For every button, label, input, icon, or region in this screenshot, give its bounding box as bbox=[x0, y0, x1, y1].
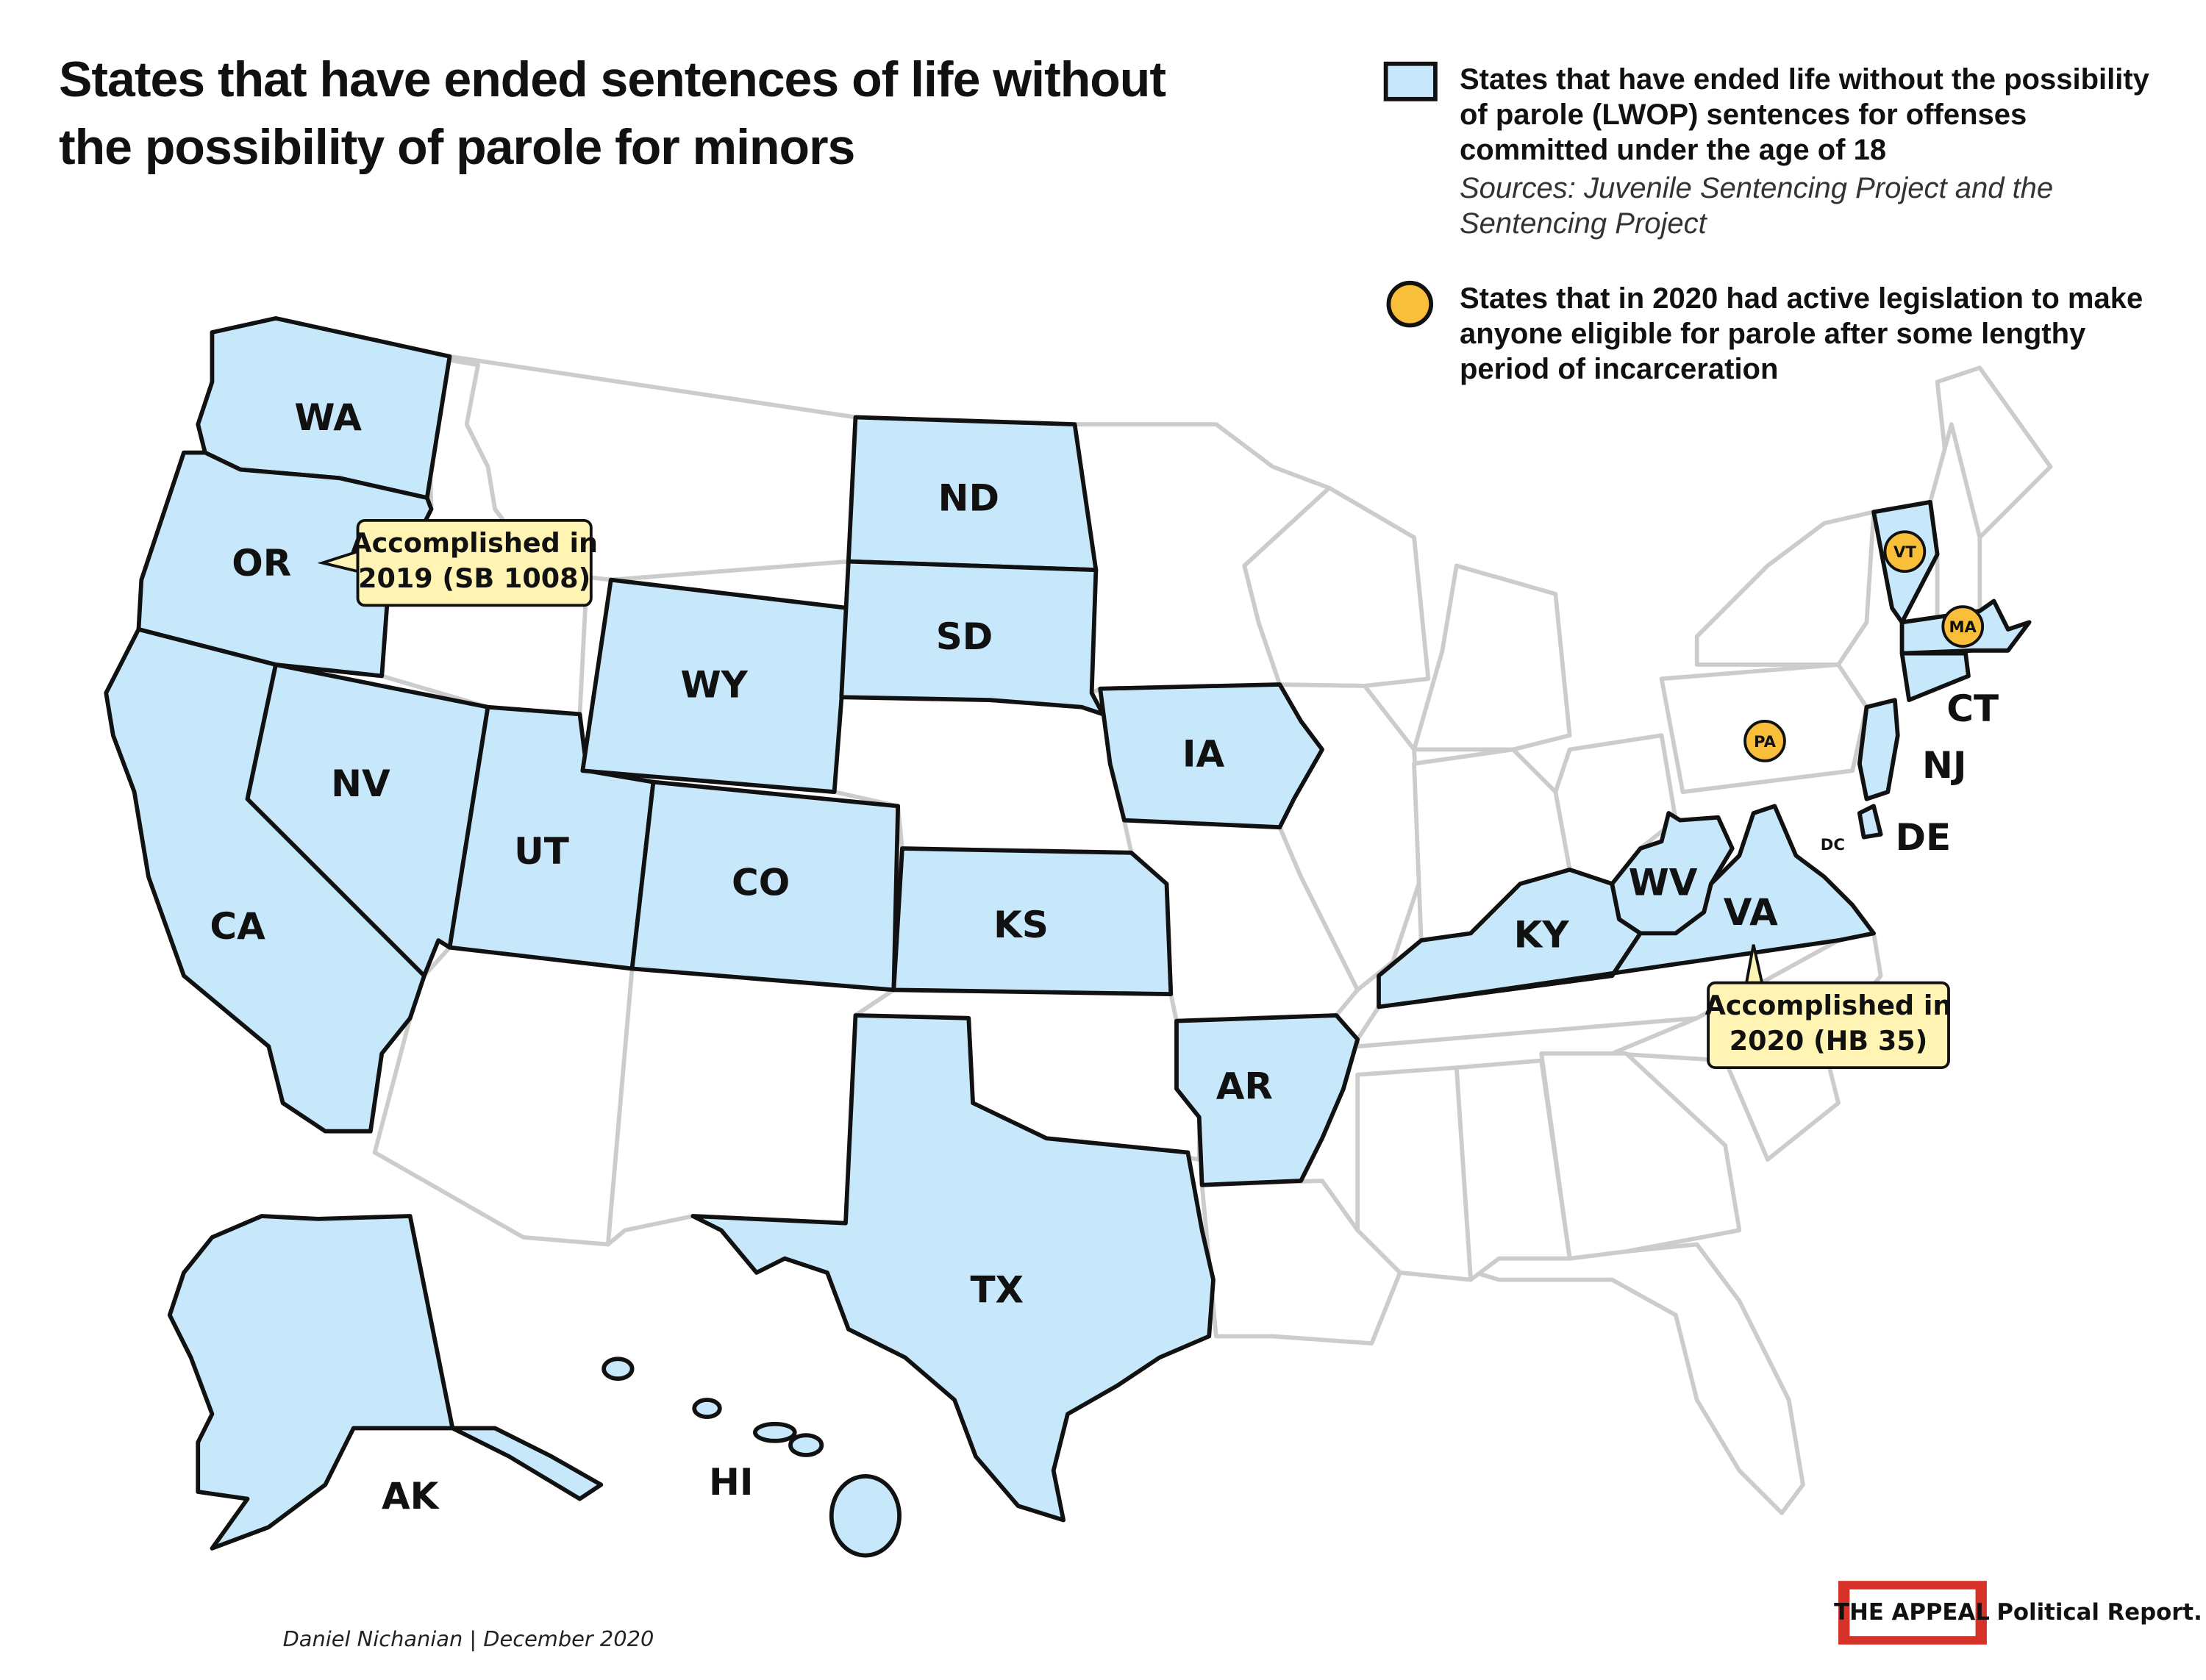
state-label: CA bbox=[210, 905, 265, 948]
highlighted-states bbox=[104, 316, 2032, 1558]
state-label: NJ bbox=[1922, 744, 1966, 787]
other-states bbox=[372, 354, 2053, 1515]
legend-dot bbox=[1386, 280, 1434, 328]
state-label: VA bbox=[1724, 891, 1778, 934]
state-label: WV bbox=[1629, 862, 1698, 904]
state-label: AK bbox=[382, 1475, 440, 1518]
logo-inner bbox=[1849, 1589, 1976, 1637]
state-label: HI bbox=[709, 1461, 753, 1504]
state-label: KY bbox=[1514, 914, 1570, 957]
state-outline bbox=[1412, 563, 1572, 752]
state-shape bbox=[891, 846, 1174, 997]
state-shape bbox=[839, 559, 1105, 717]
state-label: TX bbox=[970, 1268, 1024, 1311]
marker-label: PA bbox=[1754, 732, 1777, 751]
state-shape bbox=[1857, 804, 1883, 840]
legend-swatch bbox=[1383, 61, 1438, 101]
state-label: OR bbox=[232, 542, 291, 585]
state-shape bbox=[1098, 682, 1324, 830]
state-shape bbox=[167, 1214, 604, 1551]
state-outline bbox=[1242, 485, 1431, 688]
marker bbox=[1883, 530, 1927, 573]
legend-label: States that have ended life without the … bbox=[1460, 63, 2149, 166]
state-label: AR bbox=[1216, 1065, 1273, 1107]
title: States that have ended sentences of life… bbox=[59, 51, 1166, 175]
state-label: WY bbox=[680, 663, 748, 706]
island bbox=[753, 1421, 797, 1443]
callout-box bbox=[356, 518, 593, 607]
state-shape bbox=[580, 577, 851, 795]
state-outline bbox=[1355, 1065, 1473, 1282]
state-label: DE bbox=[1896, 816, 1952, 859]
island bbox=[692, 1398, 722, 1420]
island bbox=[788, 1433, 824, 1457]
island bbox=[829, 1473, 902, 1558]
marker-label: MA bbox=[1949, 618, 1977, 636]
state-label: DC bbox=[1821, 835, 1845, 854]
state-label: SD bbox=[936, 615, 993, 658]
state-label: CO bbox=[732, 862, 790, 904]
state-label: CT bbox=[1946, 687, 1999, 730]
legend-entry: States that have ended life without the … bbox=[1460, 62, 2180, 241]
state-outline bbox=[1426, 1242, 1805, 1515]
legend-note: Sources: Juvenile Sentencing Project and… bbox=[1460, 172, 2054, 240]
legend-label: States that in 2020 had active legislati… bbox=[1460, 282, 2143, 385]
callout-box bbox=[1707, 981, 1950, 1070]
state-label: UT bbox=[514, 830, 569, 873]
state-shape bbox=[1418, 804, 1876, 1004]
logo-name: THE APPEAL bbox=[1834, 1599, 1990, 1626]
marker bbox=[1743, 720, 1786, 762]
state-shape bbox=[690, 1013, 1216, 1523]
callout-text: 2019 (SB 1008) bbox=[358, 562, 590, 594]
state-labels: WA OR CA NV UT WY CO ND SD KS IA TX AR KY WV VA CT NJ DE AK… bbox=[210, 396, 1999, 1518]
state-label: NV bbox=[331, 762, 390, 805]
state-shape bbox=[1857, 698, 1900, 801]
state-outline bbox=[1199, 1179, 1402, 1346]
logo-tagline: Political Report. bbox=[1996, 1599, 2202, 1626]
credit: Daniel Nichanian | December 2020 bbox=[283, 1626, 654, 1651]
state-label: ND bbox=[938, 476, 999, 519]
state-shape bbox=[1899, 651, 1971, 702]
island bbox=[602, 1356, 635, 1381]
state-shape bbox=[1174, 1013, 1360, 1187]
marker bbox=[1941, 605, 1985, 648]
callout-text: Accomplished in bbox=[1705, 990, 1952, 1021]
marker-label: VT bbox=[1893, 543, 1916, 561]
callout-text: 2020 (HB 35) bbox=[1730, 1025, 1928, 1057]
state-label: IA bbox=[1182, 733, 1225, 776]
state-label: WA bbox=[294, 396, 362, 439]
state-label: KS bbox=[993, 904, 1049, 946]
state-outline bbox=[1539, 1051, 1742, 1261]
legend-entry: States that in 2020 had active legislati… bbox=[1460, 281, 2180, 387]
callout-text: Accomplished in bbox=[351, 527, 598, 559]
state-outline bbox=[1694, 510, 1876, 667]
